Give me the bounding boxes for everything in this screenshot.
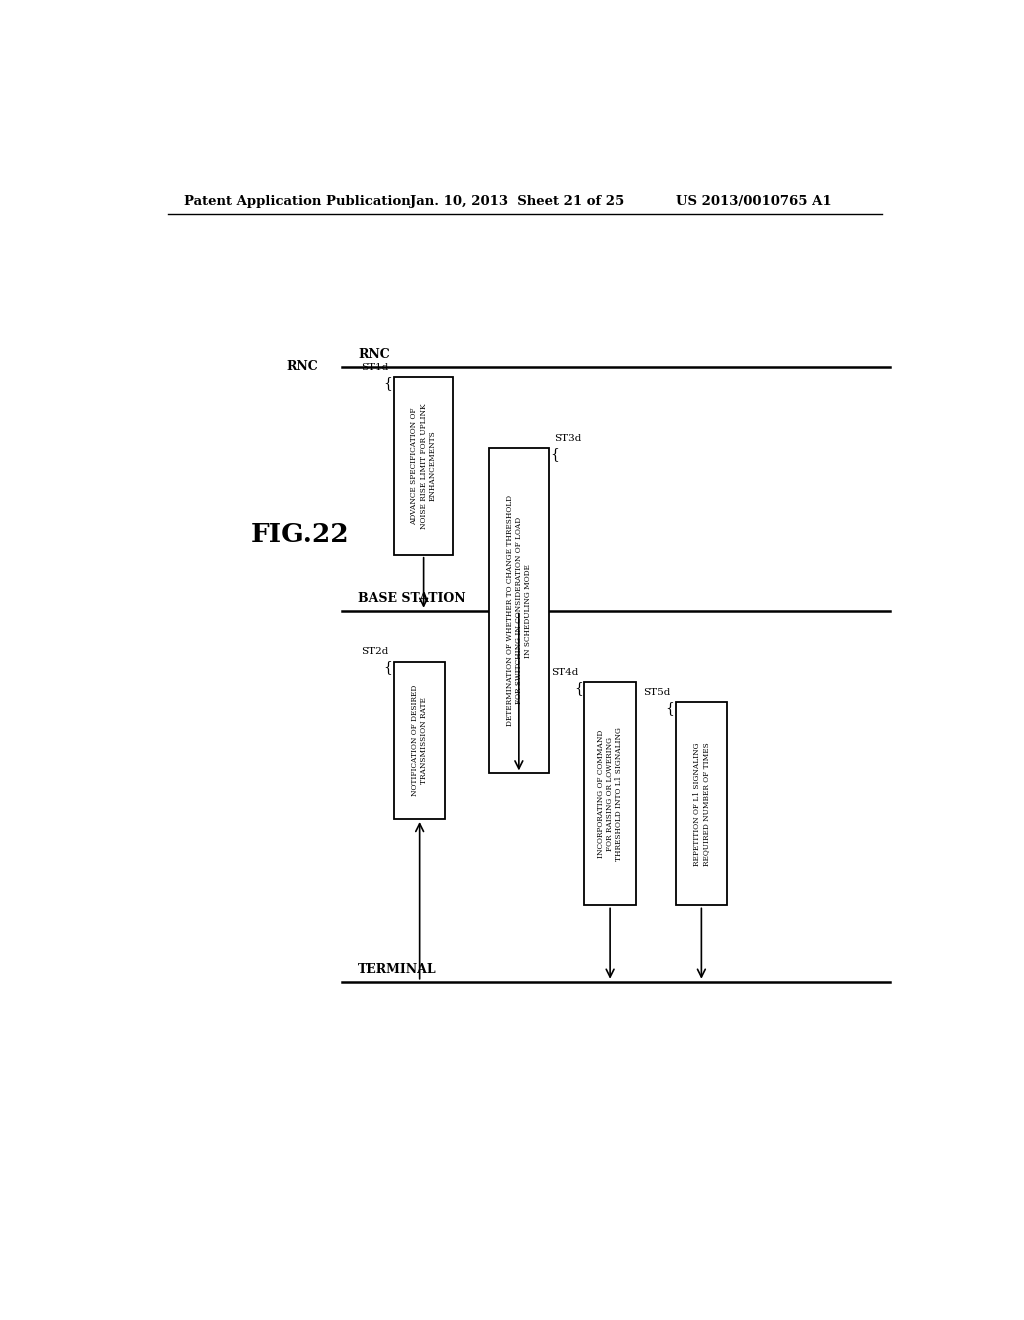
Bar [676,702,727,906]
Text: NOTIFICATION OF DESIRED
TRANSMISSION RATE: NOTIFICATION OF DESIRED TRANSMISSION RAT… [411,685,428,796]
Text: {: { [383,660,392,675]
Text: FIG.22: FIG.22 [251,521,349,546]
Bar [394,378,454,554]
Text: BASE STATION: BASE STATION [358,591,466,605]
Text: ST5d: ST5d [643,688,670,697]
Text: DETERMINATION OF WHETHER TO CHANGE THRESHOLD
FOR SWITCHING IN CONSIDERATION OF L: DETERMINATION OF WHETHER TO CHANGE THRES… [506,495,532,726]
Text: RNC: RNC [287,360,318,374]
Text: ST4d: ST4d [551,668,579,677]
Text: {: { [666,701,674,715]
Text: ADVANCE SPECIFICATION OF
NOISE RISE LIMIT FOR UPLINK
ENHANCEMENTS: ADVANCE SPECIFICATION OF NOISE RISE LIMI… [411,403,437,529]
Text: US 2013/0010765 A1: US 2013/0010765 A1 [676,194,831,207]
Text: INCORPORATING OF COMMAND
FOR RAISING OR LOWERING
THRESHOLD INTO L1 SIGNALING: INCORPORATING OF COMMAND FOR RAISING OR … [597,727,624,861]
Text: RNC: RNC [358,347,390,360]
Text: {: { [573,681,583,694]
Text: TERMINAL: TERMINAL [358,962,437,975]
Text: Patent Application Publication: Patent Application Publication [183,194,411,207]
Bar [585,682,636,906]
Text: {: { [383,376,392,389]
Text: ST2d: ST2d [360,647,388,656]
Text: ST3d: ST3d [554,434,582,444]
Text: {: { [550,447,559,461]
Bar [489,447,549,774]
Text: ST1d: ST1d [360,363,388,372]
Text: Jan. 10, 2013  Sheet 21 of 25: Jan. 10, 2013 Sheet 21 of 25 [410,194,624,207]
Text: REPETITION OF L1 SIGNALING
REQUIRED NUMBER OF TIMES: REPETITION OF L1 SIGNALING REQUIRED NUMB… [693,742,710,866]
Bar [394,661,445,818]
